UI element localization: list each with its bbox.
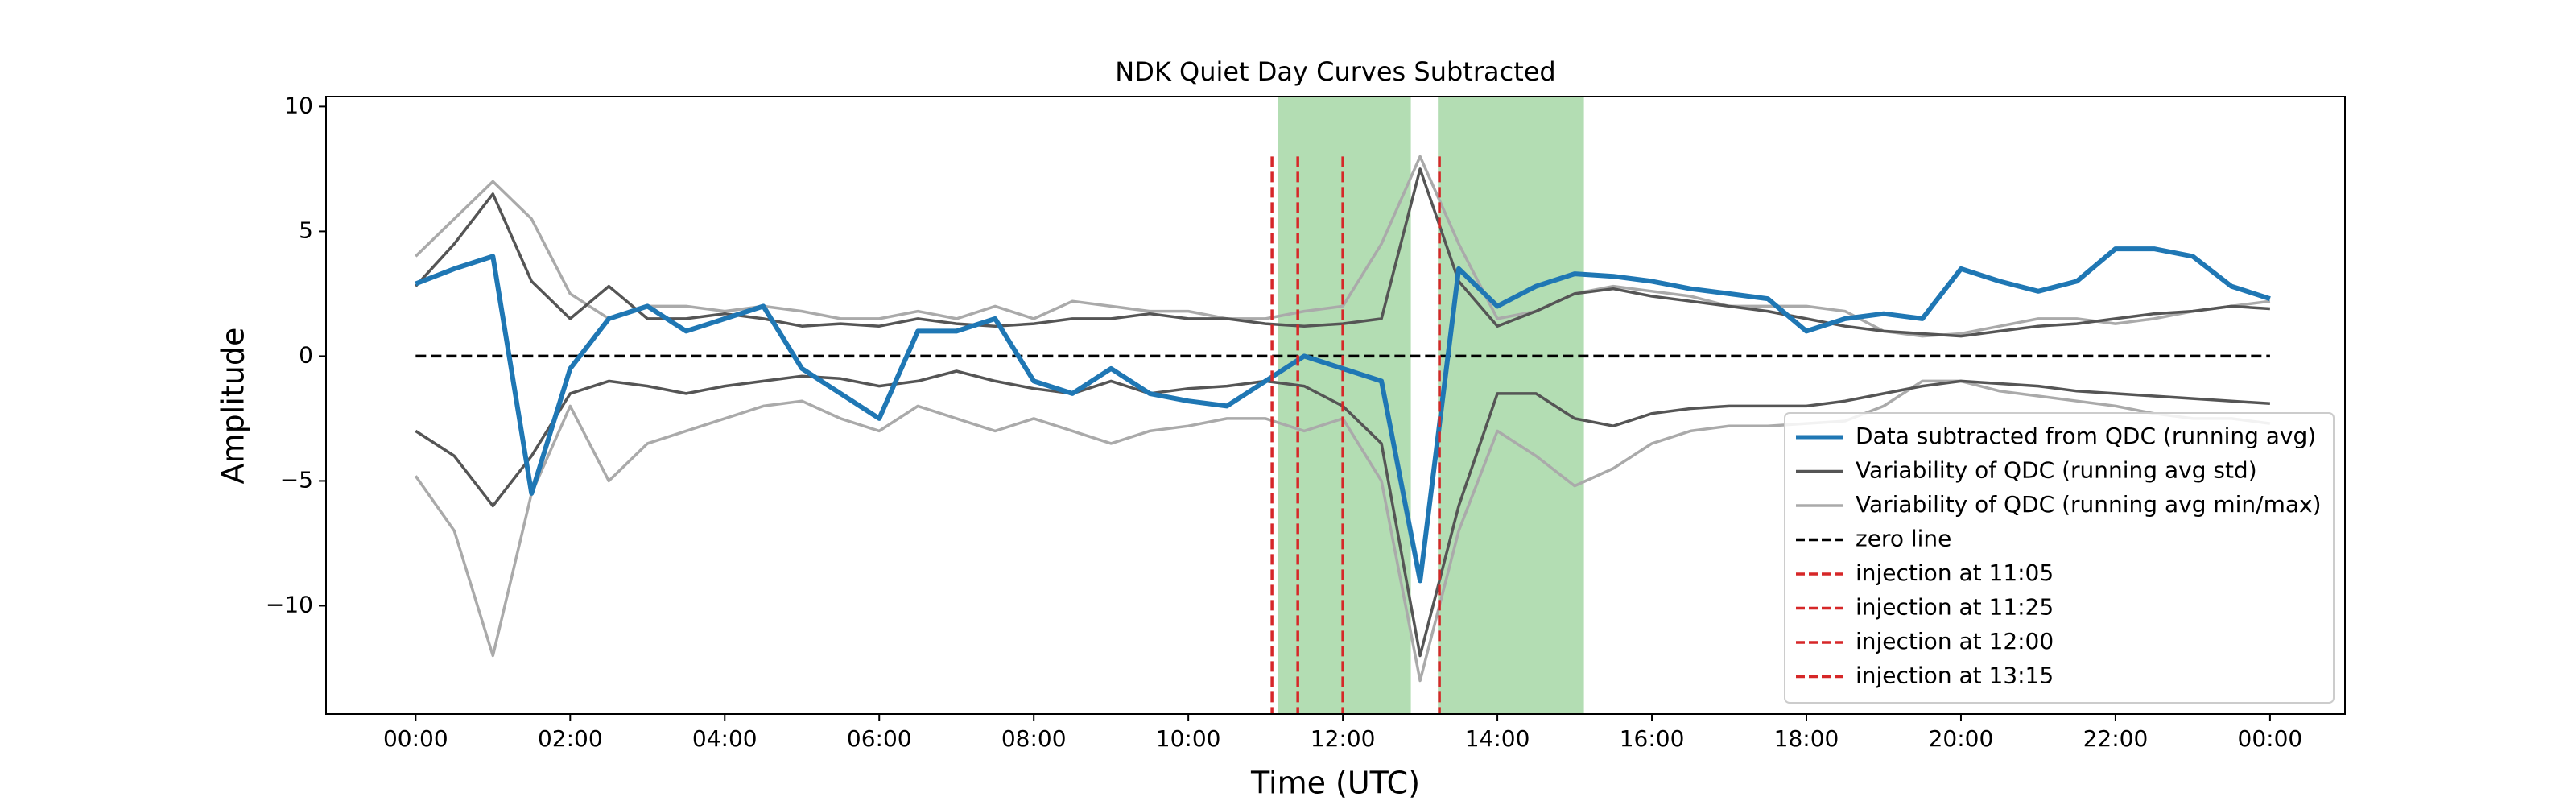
legend-label: Variability of QDC (running avg min/max) — [1856, 491, 2322, 518]
plot-frame — [325, 96, 2346, 715]
legend-label: Data subtracted from QDC (running avg) — [1856, 423, 2316, 449]
x-tick-label: 18:00 — [1774, 725, 1839, 752]
shaded-span — [1278, 97, 1411, 714]
legend-box — [1784, 412, 2334, 704]
y-tick-label: −5 — [280, 466, 313, 493]
x-tick-label: 16:00 — [1620, 725, 1685, 752]
x-tick-label: 12:00 — [1311, 725, 1376, 752]
x-tick-label: 22:00 — [2083, 725, 2149, 752]
x-tick-label: 04:00 — [692, 725, 758, 752]
plot-area — [414, 97, 2271, 714]
y-tick-label: 10 — [284, 92, 313, 118]
y-tick-label: 5 — [299, 217, 313, 243]
shaded-span — [1438, 97, 1584, 714]
y-tick-label: −10 — [266, 591, 313, 617]
legend-label: injection at 12:00 — [1856, 628, 2054, 654]
x-axis-label: Time (UTC) — [1250, 766, 1420, 801]
legend-label: zero line — [1856, 526, 1951, 552]
x-tick-label: 20:00 — [1929, 725, 1994, 752]
band-upper-line — [415, 155, 2271, 338]
data-line — [415, 246, 2271, 584]
legend-label: injection at 11:25 — [1856, 594, 2054, 621]
legend-label: Variability of QDC (running avg std) — [1856, 457, 2257, 484]
y-axis-label: Amplitude — [216, 328, 251, 485]
x-tick-label: 08:00 — [1001, 725, 1067, 752]
x-tick-label: 02:00 — [538, 725, 603, 752]
x-tick-label: 10:00 — [1156, 725, 1221, 752]
x-tick-label: 00:00 — [383, 725, 448, 752]
x-tick-label: 06:00 — [847, 725, 912, 752]
band-upper-line — [415, 167, 2271, 338]
y-tick-label: 0 — [299, 341, 313, 368]
x-tick-label: 00:00 — [2238, 725, 2303, 752]
x-tick-label: 14:00 — [1465, 725, 1530, 752]
legend-label: injection at 13:15 — [1856, 663, 2054, 689]
chart-title: NDK Quiet Day Curves Subtracted — [1115, 56, 1555, 87]
legend-label: injection at 11:05 — [1856, 559, 2054, 586]
